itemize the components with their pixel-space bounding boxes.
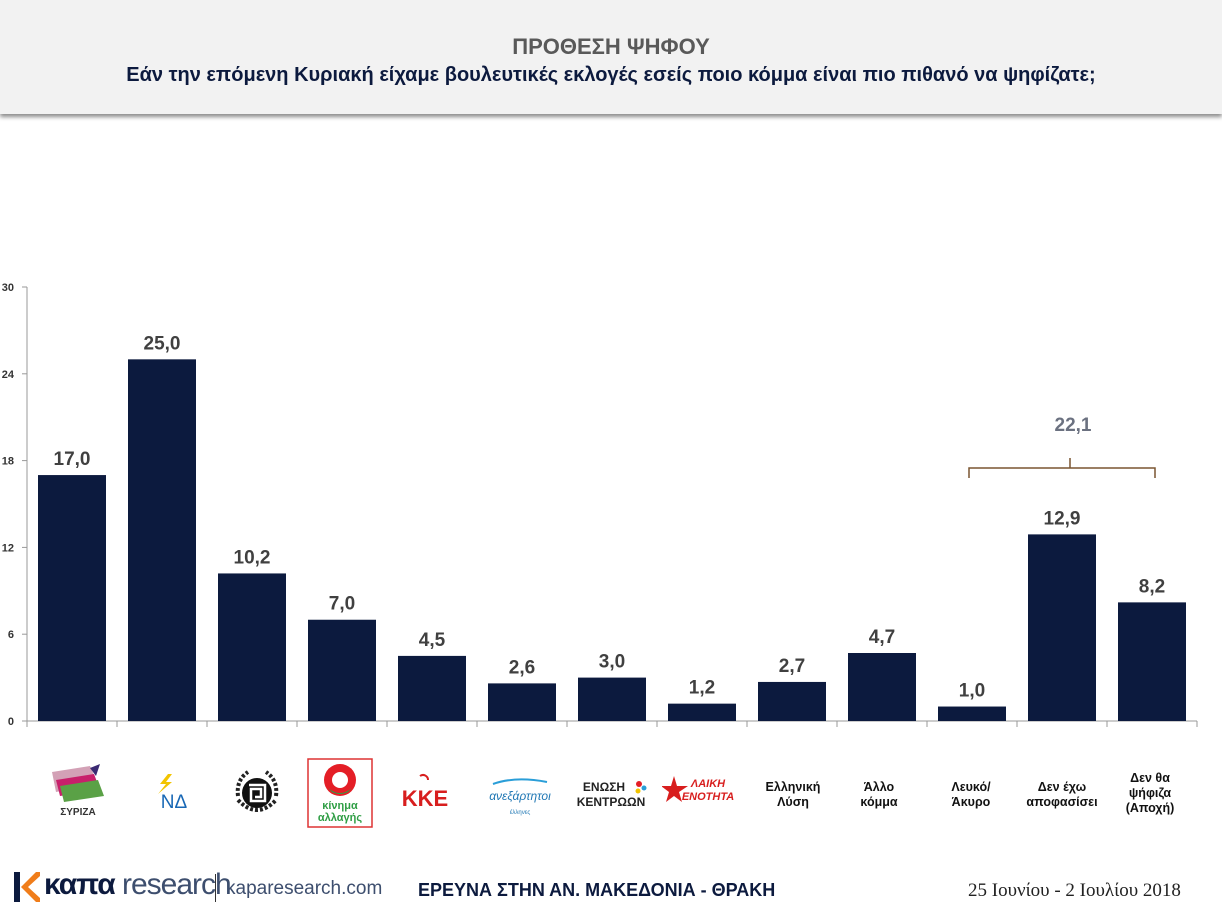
header-banner: ΠΡΟΘΕΣΗ ΨΗΦΟΥ Εάν την επόμενη Κυριακή εί… (0, 0, 1222, 114)
category-label-den-exo-apofasisei: Δεν έχω αποφασίσει (1012, 780, 1112, 810)
bar (308, 619, 376, 721)
kapa-k-icon (14, 872, 40, 902)
brand-separator (215, 874, 216, 902)
laiki-logo-line1: ΛΑΙΚΗ (690, 778, 726, 790)
nd-logo-text: ΝΔ (161, 792, 188, 813)
data-label: 4,7 (869, 627, 895, 648)
bar (128, 359, 196, 721)
y-tick-label: 24 (2, 369, 15, 381)
y-tick-label: 18 (2, 456, 14, 468)
data-label: 10,2 (234, 547, 271, 568)
data-label: 12,9 (1044, 508, 1081, 529)
data-label: 17,0 (54, 449, 91, 470)
bar (218, 573, 286, 721)
syriza-logo-text: ΣΥΡΙΖΑ (60, 807, 95, 818)
bar (578, 677, 646, 721)
data-label: 2,6 (509, 657, 535, 678)
kinal-logo-line1: κίνημα (322, 800, 358, 812)
data-label: 3,0 (599, 652, 625, 673)
laiki-enotita-logo: ΛΑΙΚΗ ΕΝΟΤΗΤΑ (661, 772, 736, 808)
brand-name-part1: καπα (44, 868, 116, 901)
category-label-line: Λύση (777, 795, 809, 809)
category-label-line: Λευκό/ (951, 780, 991, 794)
bar (668, 703, 736, 721)
category-label-line: Δεν θα (1130, 771, 1170, 785)
y-tick-label: 6 (8, 629, 14, 641)
bar (938, 706, 1006, 721)
anel-logo-line2: έλληνες (510, 809, 531, 816)
category-label-lefko-akyro: Λευκό/ Άκυρο (926, 780, 1016, 810)
bracket-label: 22,1 (1055, 415, 1092, 436)
kke-logo-text: ΚΚΕ (402, 786, 448, 811)
data-label: 2,7 (779, 656, 805, 677)
data-label: 1,0 (959, 681, 985, 702)
brand-url[interactable]: kaparesearch.com (226, 878, 383, 899)
bar (38, 475, 106, 721)
kke-logo: ΚΚΕ (400, 772, 450, 812)
y-tick-label: 30 (2, 282, 14, 294)
category-label-line: Ελληνική (765, 780, 821, 794)
bar (398, 655, 466, 721)
y-tick-label: 12 (2, 542, 14, 554)
data-label: 25,0 (144, 333, 181, 354)
data-label: 7,0 (329, 594, 355, 615)
bar (1118, 602, 1186, 721)
brand-name-part2: research (122, 868, 232, 901)
data-label: 4,5 (419, 630, 446, 651)
category-label-line: (Αποχή) (1125, 801, 1175, 815)
category-label-line: ψήφιζα (1128, 786, 1172, 800)
survey-region: ΕΡΕΥΝΑ ΣΤΗΝ ΑΝ. ΜΑΚΕΔΟΝΙΑ - ΘΡΑΚΗ (418, 880, 776, 900)
survey-date: 25 Ιουνίου - 2 Ιουλίου 2018 (968, 880, 1181, 901)
bracket-line (968, 458, 1156, 478)
kinal-logo: κίνημα αλλαγής (307, 758, 373, 828)
category-label-line: κόμμα (860, 795, 898, 809)
bar (848, 653, 916, 721)
category-label-line: αποφασίσει (1026, 795, 1098, 809)
enosi-logo-line2: ΚΕΝΤΡΩΩΝ (577, 795, 646, 809)
data-label: 1,2 (689, 678, 715, 699)
category-label-line: Άκυρο (951, 795, 991, 809)
bar (488, 683, 556, 721)
category-label-line: Άλλο (863, 780, 895, 794)
kinal-logo-line2: αλλαγής (318, 812, 362, 824)
anel-logo-line1: ανεξάρτητοι (489, 789, 551, 803)
anel-logo: ανεξάρτητοι έλληνες (485, 774, 555, 818)
chart-subtitle: Εάν την επόμενη Κυριακή είχαμε βουλευτικ… (126, 64, 1096, 86)
nd-logo: ΝΔ (146, 770, 190, 814)
enosi-logo-line1: ΕΝΩΣΗ (583, 780, 625, 794)
enosi-kentroon-logo: ΕΝΩΣΗ ΚΕΝΤΡΩΩΝ (574, 776, 648, 812)
golden-dawn-logo (230, 766, 284, 820)
category-label-den-tha-psifiza: Δεν θα ψήφιζα (Αποχή) (1102, 771, 1198, 816)
bar (1028, 534, 1096, 721)
chart-title: ΠΡΟΘΕΣΗ ΨΗΦΟΥ (512, 34, 710, 59)
syriza-logo: ΣΥΡΙΖΑ (46, 762, 110, 820)
bar-chart: 0 6 12 18 24 30 17,0 25,0 10,2 7,0 4,5 2,6 3,0 1,2 2,7… (2, 282, 1198, 728)
data-label: 8,2 (1139, 576, 1165, 597)
category-label-elliniki-lysi: Ελληνική Λύση (748, 780, 838, 810)
category-label-line: Δεν έχω (1037, 780, 1087, 794)
y-tick-label: 0 (8, 716, 14, 728)
laiki-logo-line2: ΕΝΟΤΗΤΑ (682, 791, 734, 803)
bar (758, 681, 826, 721)
category-label-allo-komma: Άλλο κόμμα (834, 780, 924, 810)
